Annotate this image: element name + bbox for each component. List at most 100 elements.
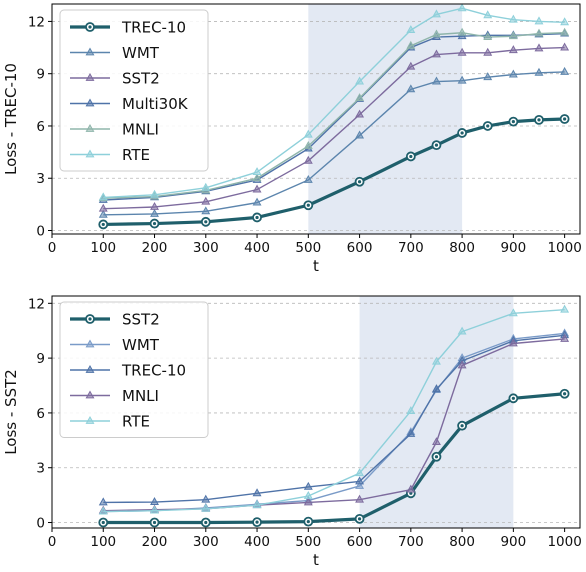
series-wmt (98, 66, 570, 218)
legend-marker (85, 123, 95, 132)
legend-item: WMT (70, 336, 160, 354)
data-point (355, 93, 365, 101)
data-point (406, 25, 416, 34)
x-tick-label: 100 (90, 240, 116, 256)
x-tick-label: 0 (48, 534, 57, 550)
data-point (355, 468, 365, 477)
legend-marker-center (88, 25, 92, 29)
data-point (355, 480, 365, 489)
data-point-center (204, 520, 208, 525)
data-point (457, 47, 467, 56)
series-rte (98, 3, 570, 201)
data-point (201, 503, 211, 512)
data-point (432, 437, 441, 446)
legend-marker (85, 72, 95, 81)
legend-marker (85, 339, 95, 348)
x-tick-label: 0 (48, 240, 57, 256)
data-point (406, 84, 416, 93)
data-point (457, 27, 467, 36)
data-point (201, 182, 211, 191)
data-point (560, 66, 570, 75)
data-point (201, 206, 211, 215)
series-rte (98, 304, 570, 515)
x-tick-label: 200 (142, 240, 168, 256)
legend-item: MNLI (70, 387, 159, 405)
data-point (432, 29, 441, 38)
data-point-center (101, 520, 105, 525)
data-point (98, 203, 108, 212)
data-point (303, 497, 313, 506)
data-point (303, 129, 313, 138)
data-point (534, 16, 544, 25)
axes-frame (51, 295, 581, 529)
series-trec-10 (98, 114, 570, 230)
legend-label: TREC-10 (121, 19, 186, 37)
legend-marker (85, 415, 95, 424)
legend-box (59, 301, 209, 438)
y-tick-label: 12 (28, 296, 45, 312)
data-point-center (306, 203, 310, 207)
data-point (303, 140, 313, 149)
data-point (150, 208, 159, 217)
data-point-center (460, 424, 464, 428)
data-point (508, 14, 518, 23)
y-axis-label: Loss - SST2 (2, 369, 20, 455)
data-point-center (255, 215, 259, 220)
y-tick-label: 9 (36, 351, 45, 367)
data-point (457, 3, 467, 12)
data-point (252, 488, 262, 497)
data-point (303, 481, 313, 490)
x-tick-label: 500 (295, 534, 321, 550)
series-sst2 (98, 388, 570, 528)
data-point (201, 196, 211, 205)
data-point (98, 209, 108, 218)
panel-2: 0 100 200 300 400 500 600 700 800 900 1000 0 3 6 9 12 t L… (2, 295, 582, 569)
legend-marker (85, 364, 95, 373)
data-point (303, 155, 313, 164)
data-point-center (306, 520, 310, 524)
data-point (98, 497, 108, 506)
x-tick-label: 700 (398, 534, 424, 550)
data-point-center (152, 221, 157, 226)
data-point (483, 10, 493, 19)
data-point-center (434, 143, 439, 147)
data-point (432, 356, 441, 365)
legend: SST2 WMT TREC-10 MNLI RTE (59, 301, 209, 438)
data-point (406, 428, 416, 437)
legend-item: MNLI (70, 121, 159, 139)
y-tick-label: 6 (36, 406, 45, 422)
legend-marker (85, 98, 95, 107)
x-tick-label: 900 (500, 240, 526, 256)
x-tick-label: 500 (295, 240, 321, 256)
data-point (252, 500, 262, 509)
data-point-center (434, 455, 439, 459)
legend-label: SST2 (122, 311, 160, 329)
legend-marker (85, 47, 95, 56)
data-point (508, 31, 518, 40)
data-point (560, 333, 570, 342)
series-sst2 (98, 42, 570, 212)
y-tick-label: 0 (36, 224, 45, 240)
x-tick-label: 800 (449, 240, 475, 256)
panel-1: 0 100 200 300 400 500 600 700 800 900 1000 0 3 6 9 12 t L… (2, 3, 582, 275)
data-point (432, 384, 441, 393)
legend-label: RTE (122, 413, 150, 431)
data-point (406, 484, 416, 493)
data-point-center (563, 117, 567, 121)
data-point (252, 184, 262, 193)
data-point (534, 28, 544, 37)
x-axis-label: t (313, 551, 319, 569)
data-point (98, 506, 108, 515)
y-axis-label: Loss - TREC-10 (2, 63, 20, 175)
legend-item: Multi30K (70, 95, 189, 113)
data-point-center (357, 517, 362, 521)
data-point-center (409, 154, 413, 159)
y-tick-label: 3 (36, 171, 45, 187)
legend-label: MNLI (122, 387, 159, 405)
data-point (560, 27, 570, 36)
data-point (303, 491, 313, 499)
shaded-region (308, 4, 463, 234)
data-point (406, 61, 416, 70)
data-point-center (204, 220, 208, 224)
data-point-center (486, 124, 490, 128)
